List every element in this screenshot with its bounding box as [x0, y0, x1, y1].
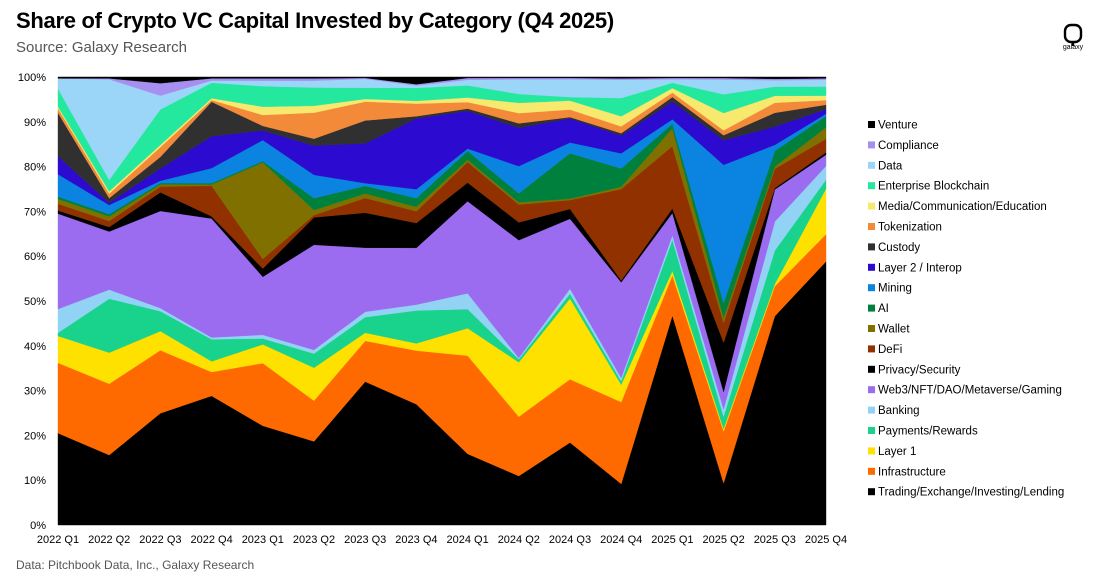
- legend-label-compliance: Compliance: [878, 140, 939, 152]
- legend-label-layer-1: Layer 1: [878, 446, 916, 458]
- y-tick-label: 60%: [24, 251, 46, 263]
- x-tick-label: 2025 Q2: [702, 534, 744, 546]
- legend-label-banking: Banking: [878, 405, 920, 417]
- y-tick-label: 100%: [18, 72, 46, 84]
- x-tick-label: 2022 Q3: [139, 534, 181, 546]
- legend-label-venture: Venture: [878, 120, 918, 132]
- legend-label-web3-nft-dao-metaverse-gaming: Web3/NFT/DAO/Metaverse/Gaming: [878, 385, 1062, 397]
- chart-title: Share of Crypto VC Capital Invested by C…: [16, 8, 614, 33]
- legend-label-data: Data: [878, 160, 903, 172]
- legend-swatch: [868, 243, 875, 251]
- area-venture: [57, 76, 827, 85]
- x-axis-ticks: 2022 Q1 2022 Q2 2022 Q3 2022 Q4 2023 Q1 2023 …: [37, 534, 847, 546]
- y-tick-label: 80%: [24, 162, 46, 174]
- y-tick-label: 20%: [24, 430, 46, 442]
- legend-label-custody: Custody: [878, 242, 920, 254]
- x-tick-label: 2023 Q4: [395, 534, 437, 546]
- legend-label-mining: Mining: [878, 283, 912, 295]
- x-tick-label: 2025 Q1: [651, 534, 693, 546]
- legend-swatch: [868, 141, 875, 149]
- y-tick-label: 0%: [30, 520, 46, 532]
- y-axis-ticks: 0% 10% 20% 30% 40% 50% 60% 70% 80% 90% 100%: [18, 72, 46, 532]
- legend-label-defi: DeFi: [878, 344, 902, 356]
- legend-swatch: [868, 488, 875, 496]
- legend-swatch: [868, 121, 875, 128]
- legend-label-tokenization: Tokenization: [878, 222, 942, 234]
- galaxy-logo-icon: [1063, 23, 1083, 46]
- legend-label-ai: AI: [878, 303, 889, 315]
- legend-swatch: [868, 447, 875, 455]
- legend-swatch: [868, 467, 875, 475]
- y-tick-label: 30%: [24, 386, 46, 398]
- legend-swatch: [868, 304, 875, 312]
- legend-swatch: [868, 365, 875, 373]
- legend-label-privacy-security: Privacy/Security: [878, 364, 961, 376]
- legend-swatch: [868, 202, 875, 210]
- x-tick-label: 2024 Q2: [498, 534, 540, 546]
- chart-subtitle: Source: Galaxy Research: [16, 39, 187, 56]
- x-tick-label: 2024 Q3: [549, 534, 591, 546]
- legend-label-wallet: Wallet: [878, 324, 910, 336]
- legend-label-trading-exchange-investing-lending: Trading/Exchange/Investing/Lending: [878, 487, 1064, 499]
- legend-swatch: [868, 263, 875, 271]
- x-tick-label: 2024 Q4: [600, 534, 642, 546]
- legend-swatch: [868, 386, 875, 394]
- data-source-footer: Data: Pitchbook Data, Inc., Galaxy Resea…: [16, 558, 255, 572]
- legend-label-payments-rewards: Payments/Rewards: [878, 426, 978, 438]
- y-tick-label: 10%: [24, 475, 46, 487]
- legend-label-layer-2-interop: Layer 2 / Interop: [878, 262, 962, 274]
- logo-wordmark: galaxy: [1062, 44, 1084, 51]
- legend-swatch: [868, 406, 875, 414]
- legend-swatch: [868, 325, 875, 332]
- chart-areas: [57, 76, 827, 526]
- x-tick-label: 2022 Q2: [88, 534, 130, 546]
- legend-swatch: [868, 161, 875, 169]
- y-tick-label: 70%: [24, 206, 46, 218]
- legend-swatch: [868, 427, 875, 434]
- y-tick-label: 50%: [24, 296, 46, 308]
- legend-label-enterprise-blockchain: Enterprise Blockchain: [878, 181, 989, 193]
- legend-swatch: [868, 223, 875, 230]
- legend-label-infrastructure: Infrastructure: [878, 466, 946, 478]
- chart-legend: Venture Compliance Data Enterprise Blockcha…: [868, 120, 1064, 499]
- y-tick-label: 90%: [24, 117, 46, 129]
- y-tick-label: 40%: [24, 341, 46, 353]
- x-tick-label: 2022 Q1: [37, 534, 79, 546]
- legend-label-media-communication-education: Media/Communication/Education: [878, 201, 1047, 213]
- x-tick-label: 2023 Q2: [293, 534, 335, 546]
- legend-swatch: [868, 182, 875, 190]
- x-tick-label: 2025 Q4: [805, 534, 847, 546]
- legend-swatch: [868, 345, 875, 353]
- x-tick-label: 2024 Q1: [446, 534, 488, 546]
- x-tick-label: 2023 Q3: [344, 534, 386, 546]
- x-tick-label: 2023 Q1: [242, 534, 284, 546]
- legend-swatch: [868, 284, 875, 292]
- x-tick-label: 2025 Q3: [754, 534, 796, 546]
- x-tick-label: 2022 Q4: [190, 534, 232, 546]
